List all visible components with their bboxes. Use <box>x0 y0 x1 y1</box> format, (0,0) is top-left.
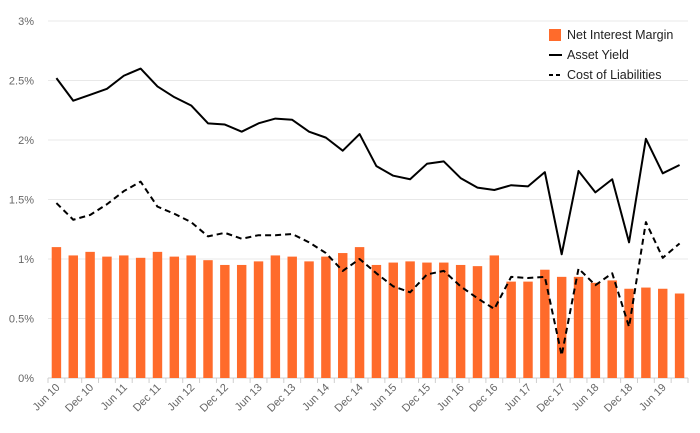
bar-mar-11 <box>102 256 112 378</box>
bar-jun-10 <box>51 247 62 378</box>
legend-label-cost-of-liabilities: Cost of Liabilities <box>567 68 662 82</box>
bar-sep-15 <box>405 261 415 378</box>
bar-sep-11 <box>135 257 146 378</box>
bar-mar-12 <box>169 256 180 378</box>
bar-mar-14 <box>304 261 314 378</box>
bar-mar-18 <box>573 276 584 378</box>
bar-mar-13 <box>236 264 247 378</box>
x-axis: Jun 10 Dec 10 Jun 11 Dec 11 Jun 12 Dec 12 Jun … <box>31 378 689 415</box>
y-axis: 0% 0.5% 1% 1.5% 2% 2.5% 3% <box>9 16 34 385</box>
x-tick-label: Jun 14 <box>300 382 332 414</box>
legend-swatch-net-interest-margin <box>549 29 561 41</box>
bar-sep-18 <box>607 280 617 378</box>
legend-label-net-interest-margin: Net Interest Margin <box>567 28 673 42</box>
y-tick-label: 0% <box>18 373 34 385</box>
x-tick-label: Jun 16 <box>435 382 467 414</box>
y-tick-label: 1.5% <box>9 195 34 207</box>
x-tick-label: Dec 15 <box>400 382 433 415</box>
bar-sep-17 <box>540 269 550 378</box>
x-tick-label: Dec 12 <box>198 382 231 415</box>
y-tick-label: 3% <box>18 16 34 28</box>
x-tick-label: Jun 13 <box>233 382 265 414</box>
bar-mar-15 <box>371 264 382 378</box>
x-tick-label: Dec 11 <box>131 382 164 415</box>
x-tick-label: Jun 15 <box>368 382 400 414</box>
bars-net-interest-margin <box>51 247 685 378</box>
legend: Net Interest Margin Asset Yield Cost of … <box>549 28 673 82</box>
legend-label-asset-yield: Asset Yield <box>567 48 629 62</box>
x-tick-label: Jun 17 <box>502 382 534 414</box>
bar-sep-10 <box>68 255 78 378</box>
series-lines <box>55 67 681 357</box>
y-tick-label: 0.5% <box>9 314 34 326</box>
x-tick-label: Jun 12 <box>165 382 197 414</box>
bar-dec-13 <box>287 256 297 378</box>
bar-jun-15 <box>388 262 398 378</box>
bar-dec-17 <box>556 276 567 378</box>
x-tick-label: Jun 19 <box>637 382 669 414</box>
x-tick-label: Dec 10 <box>63 382 96 415</box>
x-tick-label: Dec 14 <box>333 382 366 415</box>
x-tick-label: Dec 16 <box>467 382 500 415</box>
y-tick-label: 2% <box>18 135 34 147</box>
x-tick-label: Dec 17 <box>535 382 568 415</box>
bar-jun-13 <box>253 261 264 378</box>
x-tick-label: Jun 11 <box>99 382 130 413</box>
bar-jun-11 <box>119 255 129 378</box>
line-asset-yield <box>55 67 681 256</box>
bar-dec-14 <box>354 247 365 378</box>
bar-mar-16 <box>439 262 449 378</box>
line-cost-of-liabilities <box>55 180 681 357</box>
y-tick-label: 1% <box>18 254 34 266</box>
bar-dec-18 <box>624 288 634 378</box>
bar-dec-16 <box>489 255 500 378</box>
bar-sep-12 <box>203 260 213 378</box>
bar-dec-11 <box>152 251 163 378</box>
x-tick-label: Jun 10 <box>31 382 63 414</box>
bar-jun-18 <box>590 282 601 378</box>
bar-sep-13 <box>270 255 281 378</box>
bar-sep-16 <box>472 266 483 378</box>
bar-mar-19 <box>641 287 651 378</box>
bar-sep-14 <box>338 253 348 378</box>
bar-sep-19 <box>674 293 685 378</box>
bar-dec-15 <box>422 262 432 378</box>
bar-jun-16 <box>455 264 466 378</box>
y-tick-label: 2.5% <box>9 76 34 88</box>
bar-mar-17 <box>506 281 516 378</box>
x-tick-label: Dec 13 <box>265 382 298 415</box>
bar-jun-14 <box>321 256 331 378</box>
bar-jun-19 <box>658 288 668 378</box>
bar-dec-12 <box>220 264 230 378</box>
x-tick-label: Dec 18 <box>602 382 635 415</box>
bar-jun-17 <box>523 281 533 378</box>
bar-jun-12 <box>186 255 196 378</box>
bar-dec-10 <box>85 251 95 378</box>
x-tick-label: Jun 18 <box>570 382 602 414</box>
